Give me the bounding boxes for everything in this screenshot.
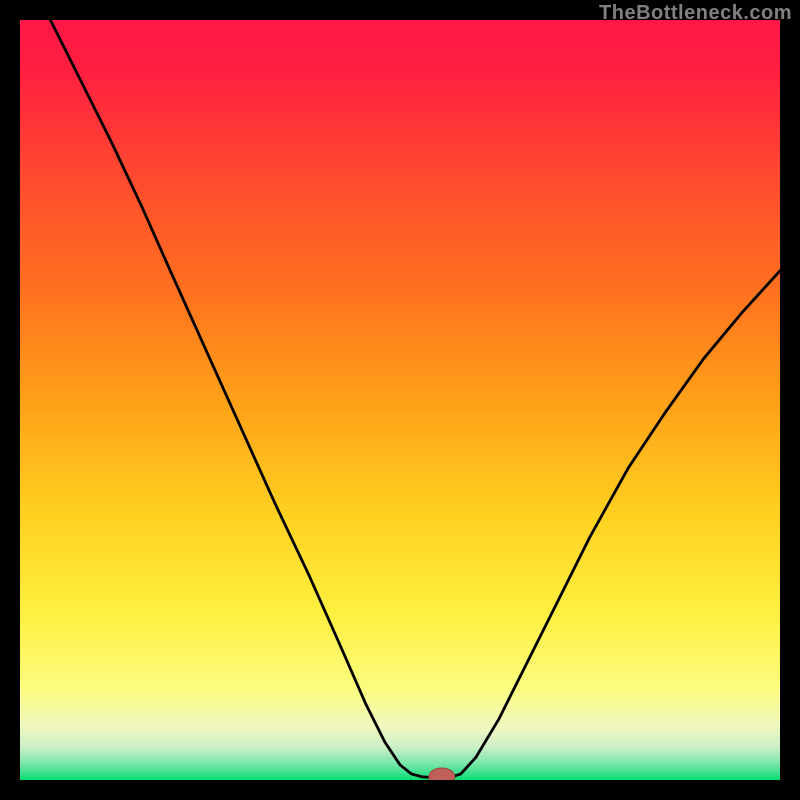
- plot-background: [20, 20, 780, 780]
- watermark-label: TheBottleneck.com: [599, 2, 792, 25]
- chart-container: { "watermark": { "text": "TheBottleneck.…: [0, 0, 800, 800]
- bottleneck-chart: [0, 0, 800, 800]
